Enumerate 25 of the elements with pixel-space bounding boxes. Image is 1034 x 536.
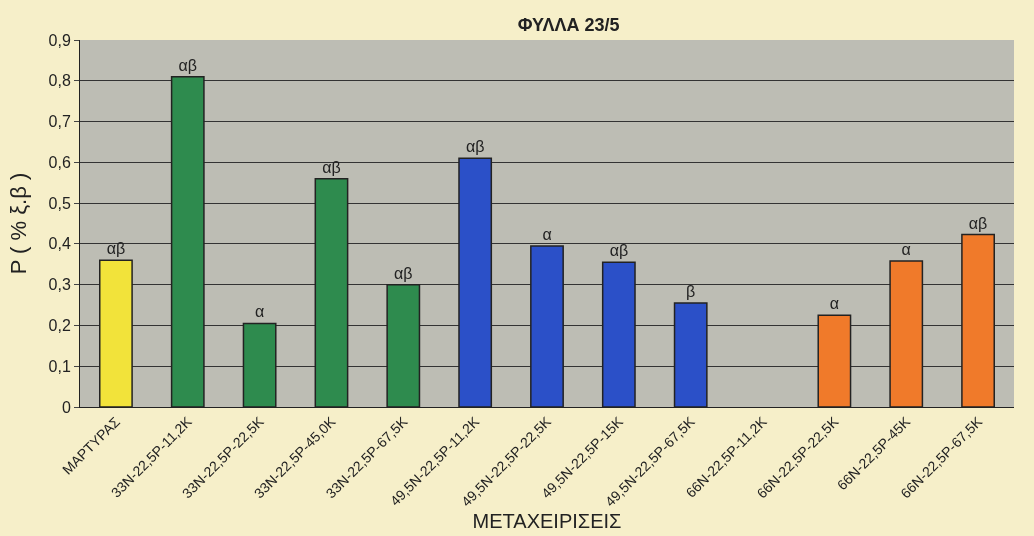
data-label: αβ [106,240,126,258]
data-label: α [254,303,265,321]
y-tick-label: 0,9 [48,31,71,49]
data-label: αβ [394,264,413,282]
data-label: αβ [609,242,629,260]
data-label: α [542,225,552,243]
y-tick-label: 0,2 [48,317,71,335]
data-label: αβ [178,56,197,74]
data-label: α [901,241,911,259]
data-label: β [686,283,696,301]
x-axis-title: ΜΕΤΑΧΕΙΡΙΣΕΙΣ [472,509,622,532]
y-tick-label: 0,7 [48,113,71,131]
chart-title: ΦΥΛΛΑ 23/5 [517,15,620,36]
y-tick-label: 0 [61,398,71,416]
y-axis-title: P ( % ξ.β ) [6,172,32,275]
data-label: α [829,295,840,313]
data-label: αβ [322,158,341,176]
y-tick-label: 0,6 [48,153,71,171]
y-tick-label: 0,1 [48,357,71,375]
data-label: αβ [465,138,485,156]
data-label: αβ [968,214,988,232]
y-tick-label: 0,8 [48,72,71,90]
y-tick-label: 0,4 [48,235,71,253]
y-tick-label: 0,5 [48,194,71,212]
y-tick-label: 0,3 [48,276,71,294]
